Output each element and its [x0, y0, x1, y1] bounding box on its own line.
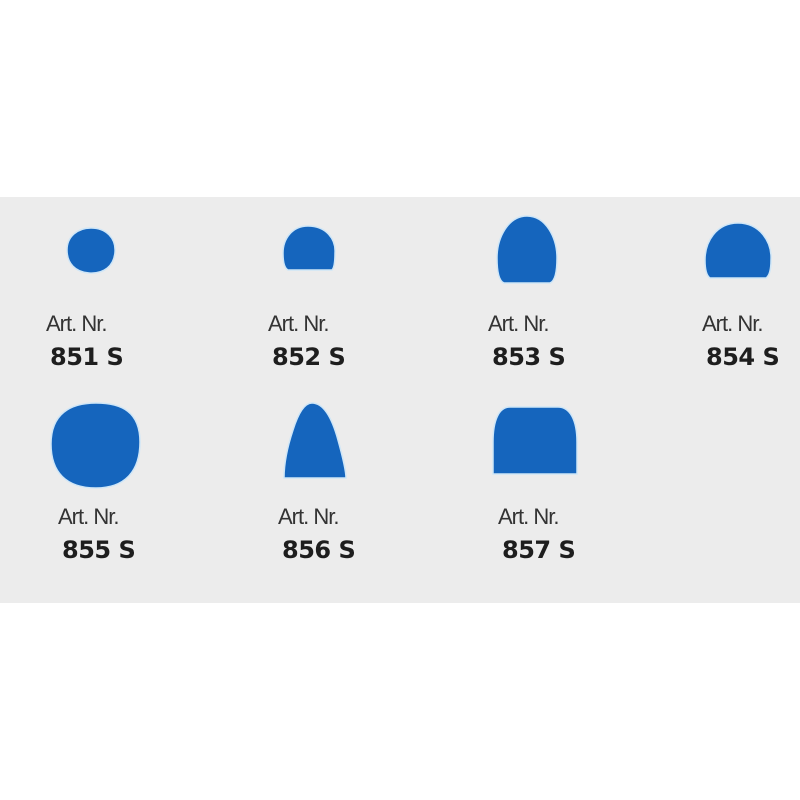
item-label: Art. Nr.: [58, 504, 119, 529]
item-number: 856 S: [282, 536, 356, 564]
polisher-shape-856-icon: [283, 402, 347, 479]
item-label: Art. Nr.: [278, 504, 339, 529]
item-label: Art. Nr.: [702, 311, 763, 336]
polisher-shape-855-icon: [50, 402, 141, 489]
item-label: Art. Nr.: [498, 504, 559, 529]
polisher-shape-853-icon: [496, 215, 558, 284]
item-number: 854 S: [706, 343, 780, 371]
product-panel: [0, 197, 800, 603]
item-number: 853 S: [492, 343, 566, 371]
item-label: Art. Nr.: [46, 311, 107, 336]
item-number: 857 S: [502, 536, 576, 564]
polisher-shape-852-icon: [282, 225, 336, 271]
item-label: Art. Nr.: [268, 311, 329, 336]
polisher-shape-851-icon: [66, 227, 116, 274]
item-number: 855 S: [62, 536, 136, 564]
item-number: 852 S: [272, 343, 346, 371]
polisher-shape-854-icon: [704, 222, 772, 279]
item-number: 851 S: [50, 343, 124, 371]
polisher-shape-857-icon: [492, 406, 578, 475]
item-label: Art. Nr.: [488, 311, 549, 336]
